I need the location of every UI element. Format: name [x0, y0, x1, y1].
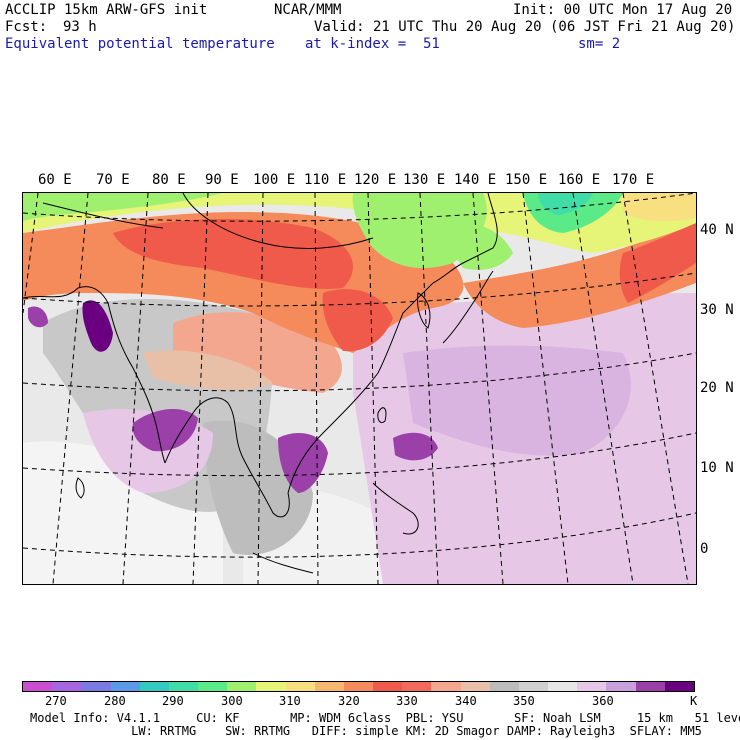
- lat-label: 40 N: [700, 222, 734, 238]
- colorbar-swatch: [168, 682, 199, 691]
- smoothing-label: sm= 2: [578, 36, 621, 52]
- colorbar-tick-label: 350: [513, 694, 535, 708]
- lon-label: 70 E: [96, 172, 130, 188]
- org-label: NCAR/MMM: [274, 2, 342, 18]
- colorbar-swatch: [489, 682, 519, 691]
- lon-label: 60 E: [38, 172, 72, 188]
- valid-time: Valid: 21 UTC Thu 20 Aug 20 (06 JST Fri …: [314, 19, 736, 35]
- colorbar-tick-label: 360: [592, 694, 614, 708]
- lon-label: 80 E: [152, 172, 186, 188]
- lon-label: 90 E: [205, 172, 239, 188]
- lon-label: 150 E: [505, 172, 548, 188]
- colorbar-tick-label: 320: [338, 694, 360, 708]
- model-info-line2: LW: RRTMG SW: RRTMG DIFF: simple KM: 2D …: [30, 724, 702, 738]
- colorbar-swatch: [635, 682, 665, 691]
- lon-label: 140 E: [454, 172, 497, 188]
- colorbar-tick-label: 310: [279, 694, 301, 708]
- colorbar-swatch: [343, 682, 374, 691]
- lon-label: 130 E: [403, 172, 446, 188]
- lon-label: 160 E: [558, 172, 601, 188]
- colorbar-tick-label: 300: [221, 694, 243, 708]
- colorbar-tick-label: 340: [455, 694, 477, 708]
- colorbar-tick-label: 270: [45, 694, 67, 708]
- colorbar-swatch: [81, 682, 111, 691]
- lat-label: 0: [700, 541, 709, 557]
- colorbar-swatch: [402, 682, 432, 691]
- lat-label: 20 N: [700, 380, 734, 396]
- lon-label: 100 E: [253, 172, 296, 188]
- colorbar-swatch: [256, 682, 286, 691]
- lat-label: 30 N: [700, 302, 734, 318]
- colorbar-swatch: [23, 682, 53, 691]
- colorbar-swatch: [227, 682, 257, 691]
- colorbar-tick-label: 280: [104, 694, 126, 708]
- colorbar-swatch: [373, 682, 403, 691]
- level-label: at k-index = 51: [305, 36, 440, 52]
- colorbar-swatch: [139, 682, 169, 691]
- colorbar-tick-label: 290: [162, 694, 184, 708]
- colorbar-tick-label: 330: [396, 694, 418, 708]
- colorbar-swatch: [548, 682, 578, 691]
- colorbar-swatch: [577, 682, 607, 691]
- colorbar-swatch: [431, 682, 461, 691]
- forecast-hours: 93 h: [63, 19, 97, 35]
- colorbar-swatch: [460, 682, 490, 691]
- forecast-label: Fcst:: [5, 19, 48, 35]
- model-title: ACCLIP 15km ARW-GFS init: [5, 2, 208, 18]
- colorbar-swatch: [664, 682, 694, 691]
- colorbar-swatch: [606, 682, 636, 691]
- lon-label: 120 E: [354, 172, 397, 188]
- init-time: Init: 00 UTC Mon 17 Aug 20: [513, 2, 733, 18]
- lon-label: 170 E: [612, 172, 655, 188]
- colorbar-swatch: [198, 682, 228, 691]
- colorbar-swatch: [110, 682, 140, 691]
- colorbar-swatch: [52, 682, 82, 691]
- colorbar-swatch: [518, 682, 549, 691]
- colorbar: [22, 681, 695, 692]
- model-info-line1: Model Info: V4.1.1 CU: KF MP: WDM 6class…: [30, 711, 740, 725]
- colorbar-unit: K: [690, 694, 698, 708]
- colorbar-swatch: [314, 682, 344, 691]
- lon-label: 110 E: [304, 172, 347, 188]
- colorbar-swatch: [285, 682, 315, 691]
- theta-e-field: [23, 193, 696, 584]
- map-panel: [22, 192, 697, 585]
- field-name: Equivalent potential temperature: [5, 36, 275, 52]
- lat-label: 10 N: [700, 460, 734, 476]
